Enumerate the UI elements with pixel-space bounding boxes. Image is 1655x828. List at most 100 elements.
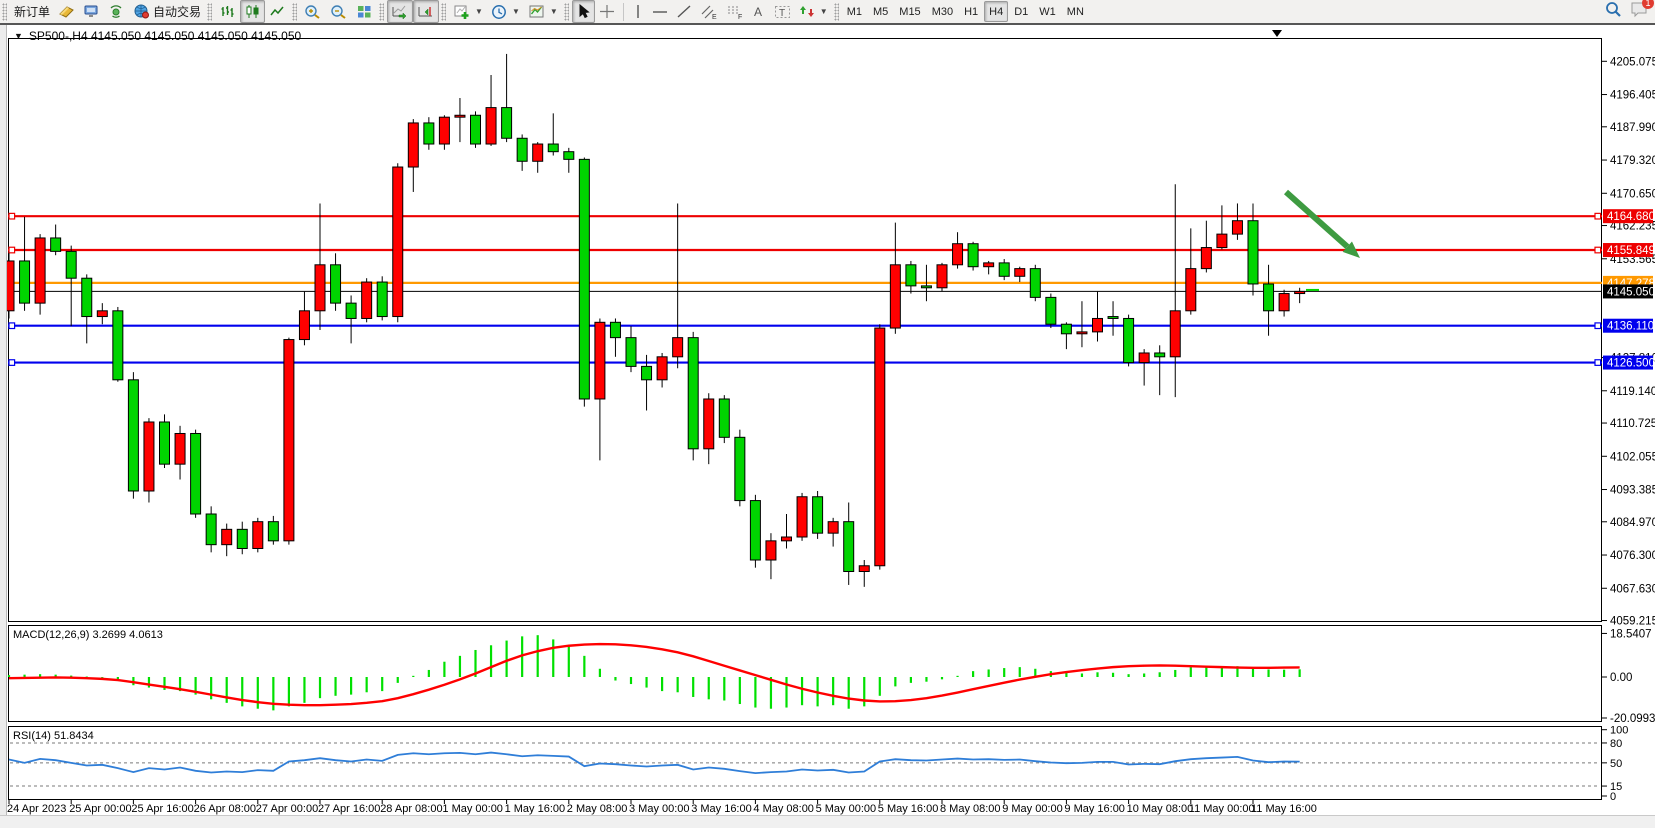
candle-body xyxy=(97,311,107,317)
candle-body xyxy=(579,159,589,399)
level-drag-handle[interactable] xyxy=(9,247,15,253)
candle-body xyxy=(735,437,745,500)
time-tick-label: 1 May 00:00 xyxy=(442,803,503,815)
text-tool-icon[interactable]: A xyxy=(748,0,770,23)
time-tick-label: 9 May 00:00 xyxy=(1002,803,1063,815)
level-drag-handle[interactable] xyxy=(9,213,15,219)
candle-body xyxy=(144,422,154,491)
bar-chart-type-icon[interactable] xyxy=(215,0,240,23)
tile-windows-icon[interactable] xyxy=(352,0,377,23)
toolbar-grip xyxy=(834,3,839,21)
arrows-tool-icon[interactable]: ▼ xyxy=(795,0,832,23)
candle-body xyxy=(1232,221,1242,234)
candle-body xyxy=(35,238,45,303)
zoom-in-icon[interactable] xyxy=(300,0,326,23)
level-drag-handle[interactable] xyxy=(1595,247,1601,253)
tab-timeframe-w1[interactable]: W1 xyxy=(1034,1,1061,22)
candle-body xyxy=(299,311,309,340)
price-level-badge-label: 4126.500 xyxy=(1607,358,1655,370)
price-tick-label: 4187.990 xyxy=(1610,122,1655,134)
add-indicator-icon[interactable]: ▼ xyxy=(449,0,487,23)
candle-body xyxy=(1279,294,1289,311)
candle-body xyxy=(1093,318,1103,331)
candle-body xyxy=(1201,248,1211,269)
candle-body xyxy=(20,261,30,303)
text-label-tool-icon[interactable]: T xyxy=(770,0,795,23)
candle-body xyxy=(377,282,387,317)
candle-body xyxy=(859,566,869,572)
candle-body xyxy=(1139,353,1149,363)
candle-body xyxy=(844,522,854,572)
market-watch-icon[interactable] xyxy=(79,0,104,23)
candle-body xyxy=(206,514,216,545)
candle-body xyxy=(595,322,605,399)
new-order-ticket-icon[interactable] xyxy=(54,0,79,23)
price-tick-label: 4170.650 xyxy=(1610,188,1655,200)
macd-panel[interactable] xyxy=(9,626,1602,722)
trendline-tool-icon[interactable] xyxy=(672,0,696,23)
candle-body xyxy=(1061,324,1071,334)
window-left-edge xyxy=(0,25,7,827)
level-drag-handle[interactable] xyxy=(9,323,15,329)
candle-body xyxy=(719,399,729,437)
time-tick-label: 28 Apr 08:00 xyxy=(380,803,442,815)
tab-timeframe-m1[interactable]: M1 xyxy=(842,1,867,22)
svg-text:F: F xyxy=(738,14,742,20)
candle-body xyxy=(315,265,325,311)
price-tick-label: 4059.215 xyxy=(1610,616,1655,628)
chat-notification-icon[interactable]: 1 xyxy=(1630,1,1649,23)
search-icon[interactable] xyxy=(1604,1,1622,23)
level-drag-handle[interactable] xyxy=(1595,323,1601,329)
candle-body xyxy=(517,138,527,161)
autotrade-globe-icon xyxy=(133,4,150,19)
macd-indicator-label: MACD(12,26,9) 3.2699 4.0613 xyxy=(13,629,163,641)
time-tick-label: 8 May 08:00 xyxy=(940,803,1001,815)
candle-body xyxy=(471,115,481,144)
level-drag-handle[interactable] xyxy=(9,360,15,366)
level-drag-handle[interactable] xyxy=(1595,360,1601,366)
fibonacci-tool-icon[interactable]: F xyxy=(722,0,748,23)
candle-body xyxy=(51,238,61,251)
tab-timeframe-d1[interactable]: D1 xyxy=(1009,1,1033,22)
time-tick-label: 3 May 16:00 xyxy=(691,803,752,815)
cursor-tool-icon[interactable] xyxy=(572,0,595,23)
chart-title: SP500-,H4 4145.050 4145.050 4145.050 414… xyxy=(29,29,301,43)
chart-shift-icon[interactable] xyxy=(413,0,439,23)
candle-body xyxy=(704,399,714,449)
vertical-line-tool-icon[interactable] xyxy=(628,0,648,23)
candle-body xyxy=(610,322,620,337)
line-chart-type-icon[interactable] xyxy=(265,0,290,23)
tab-timeframe-h4[interactable]: H4 xyxy=(984,1,1008,22)
macd-axis-label: 18.5407 xyxy=(1610,628,1652,640)
toolbar-grip xyxy=(379,3,384,21)
candle-body xyxy=(284,340,294,541)
new-order-button[interactable]: 新订单 xyxy=(10,0,54,23)
candle-body xyxy=(1030,269,1040,298)
signal-icon[interactable] xyxy=(104,0,129,23)
crosshair-tool-icon[interactable] xyxy=(595,0,619,23)
zoom-out-icon[interactable] xyxy=(326,0,352,23)
notification-badge: 1 xyxy=(1642,0,1654,9)
level-drag-handle[interactable] xyxy=(1595,213,1601,219)
candle-body xyxy=(875,328,885,566)
channel-tool-icon[interactable]: E xyxy=(696,0,722,23)
tab-timeframe-m30[interactable]: M30 xyxy=(927,1,958,22)
tab-timeframe-mn[interactable]: MN xyxy=(1062,1,1089,22)
periods-clock-icon[interactable]: ▼ xyxy=(487,0,524,23)
horizontal-line-tool-icon[interactable] xyxy=(648,0,672,23)
autotrade-button[interactable]: 自动交易 xyxy=(129,0,205,23)
candle-body xyxy=(890,265,900,328)
templates-icon[interactable]: ▼ xyxy=(524,0,562,23)
time-tick-label: 27 Apr 16:00 xyxy=(318,803,380,815)
time-tick-label: 11 May 16:00 xyxy=(1251,803,1317,815)
current-price-badge-label: 4145.050 xyxy=(1607,286,1655,298)
tab-timeframe-m5[interactable]: M5 xyxy=(868,1,893,22)
tab-timeframe-m15[interactable]: M15 xyxy=(894,1,925,22)
symbol-dropdown-icon[interactable]: ▼ xyxy=(14,31,23,41)
svg-text:A: A xyxy=(754,5,762,19)
candle-chart-type-icon[interactable] xyxy=(240,0,265,23)
tab-timeframe-h1[interactable]: H1 xyxy=(959,1,983,22)
time-tick-label: 26 Apr 08:00 xyxy=(194,803,256,815)
auto-scroll-icon[interactable] xyxy=(387,0,413,23)
